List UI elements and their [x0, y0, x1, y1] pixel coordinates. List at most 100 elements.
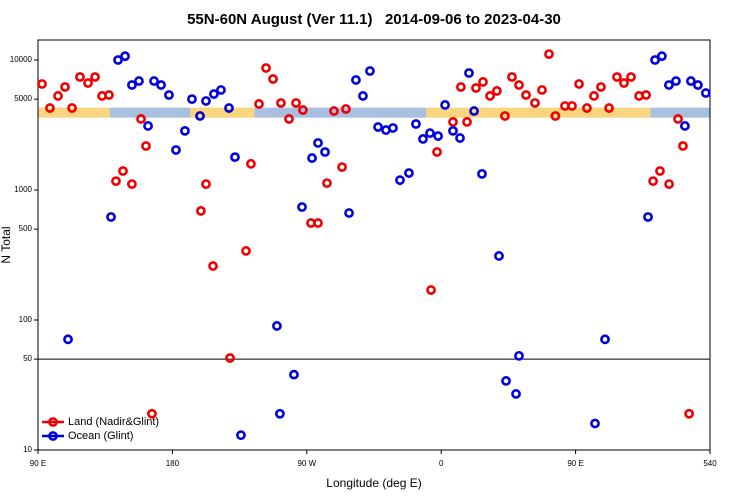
point: [351, 75, 361, 85]
point: [700, 88, 711, 98]
point: [462, 117, 472, 127]
point: [440, 100, 450, 110]
point: [544, 49, 554, 60]
point: [471, 83, 481, 93]
point: [337, 162, 347, 173]
band-segment: [38, 107, 110, 118]
point: [216, 85, 226, 95]
point: [680, 121, 690, 131]
point: [693, 80, 703, 90]
point: [678, 141, 688, 151]
point: [373, 122, 383, 132]
point: [136, 114, 146, 124]
point: [261, 63, 271, 73]
y-tick-label: 1000: [14, 185, 32, 194]
point: [313, 218, 323, 228]
point: [272, 321, 282, 331]
band-segment: [109, 107, 191, 118]
point: [83, 78, 93, 88]
y-tick-label: 5000: [14, 94, 32, 103]
point: [134, 76, 144, 86]
point: [514, 80, 524, 90]
point: [75, 72, 85, 82]
point: [187, 94, 197, 105]
point: [322, 178, 332, 188]
point: [582, 103, 592, 113]
point: [201, 96, 211, 106]
point: [127, 80, 137, 90]
point: [276, 98, 286, 108]
point: [478, 77, 488, 87]
point: [448, 125, 458, 136]
point: [432, 147, 442, 157]
point: [156, 80, 166, 90]
point: [358, 91, 368, 101]
point: [657, 51, 667, 62]
point: [550, 111, 561, 121]
point: [448, 117, 458, 127]
point: [612, 72, 622, 82]
point: [411, 119, 421, 129]
point: [246, 158, 256, 169]
point: [307, 153, 317, 163]
point: [147, 408, 157, 419]
legend-marker: [48, 431, 58, 441]
point: [388, 123, 398, 133]
x-tick-label: 90 W: [297, 459, 316, 468]
point: [208, 261, 218, 271]
point: [684, 408, 694, 419]
point: [425, 128, 435, 138]
point: [673, 114, 683, 124]
point: [648, 176, 659, 187]
point: [113, 55, 123, 65]
point: [464, 68, 474, 78]
point: [171, 145, 181, 155]
point: [224, 103, 234, 113]
point: [395, 175, 405, 186]
point: [626, 72, 636, 82]
point: [671, 76, 681, 86]
point: [45, 103, 55, 113]
x-tick-label: 540: [703, 459, 717, 468]
point: [225, 353, 235, 363]
point: [507, 72, 517, 82]
point: [664, 80, 674, 90]
point: [329, 106, 339, 116]
point: [284, 114, 294, 124]
point: [655, 166, 665, 176]
legend-marker: [48, 417, 58, 427]
point: [494, 251, 504, 261]
point: [141, 141, 151, 151]
point: [344, 208, 354, 218]
point: [53, 91, 63, 101]
y-tick-label: 10000: [10, 55, 33, 64]
point: [106, 212, 116, 222]
point: [455, 133, 465, 143]
point: [37, 79, 47, 89]
point: [664, 179, 674, 190]
point: [254, 99, 264, 109]
band-segment: [254, 107, 427, 118]
point: [492, 86, 502, 96]
point: [201, 179, 211, 190]
point: [341, 104, 351, 114]
point: [230, 152, 240, 163]
point: [60, 82, 70, 92]
y-tick-label: 10: [23, 445, 32, 454]
point: [530, 98, 540, 108]
plot-frame: [37, 39, 711, 451]
point: [196, 206, 206, 216]
point: [236, 430, 246, 441]
band-segment: [190, 107, 255, 118]
point: [469, 106, 479, 116]
point: [589, 91, 599, 101]
point: [590, 418, 600, 429]
point: [418, 134, 428, 144]
point: [365, 66, 375, 76]
point: [289, 369, 299, 380]
x-tick-label: 180: [166, 459, 180, 468]
point: [320, 147, 330, 157]
point: [67, 103, 77, 113]
point: [313, 138, 323, 148]
legend-label: Land (Nadir&Glint): [68, 416, 159, 428]
